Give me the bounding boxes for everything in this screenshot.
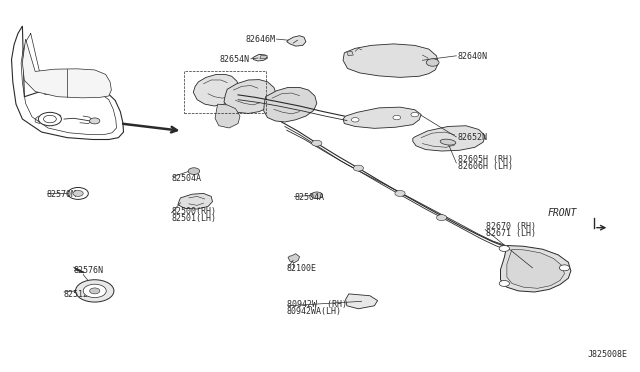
Polygon shape: [178, 193, 212, 209]
Circle shape: [499, 280, 509, 286]
Text: 82605H (RH): 82605H (RH): [458, 155, 513, 164]
Polygon shape: [288, 254, 300, 263]
Polygon shape: [343, 107, 421, 128]
Text: 82512A: 82512A: [64, 290, 94, 299]
Polygon shape: [287, 36, 306, 46]
Polygon shape: [500, 246, 571, 292]
Circle shape: [426, 59, 439, 66]
Polygon shape: [215, 104, 240, 128]
Circle shape: [559, 265, 570, 271]
Circle shape: [436, 215, 447, 221]
Text: 82500(RH): 82500(RH): [172, 207, 216, 216]
Circle shape: [395, 190, 405, 196]
Polygon shape: [22, 39, 111, 98]
Text: 82504A: 82504A: [172, 174, 202, 183]
Text: 80942W  (RH): 80942W (RH): [287, 300, 347, 309]
Circle shape: [411, 112, 419, 117]
Text: 82654N: 82654N: [220, 55, 250, 64]
Text: 82100E: 82100E: [287, 264, 317, 273]
Text: 82670 (RH): 82670 (RH): [486, 222, 536, 231]
Text: 80942WA(LH): 80942WA(LH): [287, 307, 342, 316]
Polygon shape: [12, 26, 124, 140]
Polygon shape: [507, 249, 564, 288]
Circle shape: [393, 115, 401, 120]
Circle shape: [90, 118, 100, 124]
Polygon shape: [193, 74, 240, 106]
Text: 82576N: 82576N: [74, 266, 104, 275]
Text: J825008E: J825008E: [588, 350, 627, 359]
Circle shape: [68, 187, 88, 199]
Polygon shape: [253, 54, 268, 61]
Text: 82640N: 82640N: [458, 52, 488, 61]
Polygon shape: [346, 294, 378, 309]
Text: 82652N: 82652N: [458, 133, 488, 142]
Circle shape: [353, 165, 364, 171]
Text: 82671 (LH): 82671 (LH): [486, 229, 536, 238]
Polygon shape: [343, 44, 438, 77]
Ellipse shape: [440, 139, 456, 145]
Text: 82646M: 82646M: [245, 35, 275, 44]
Text: 82606H (LH): 82606H (LH): [458, 162, 513, 171]
Polygon shape: [347, 51, 353, 56]
Circle shape: [73, 190, 83, 196]
Polygon shape: [264, 87, 317, 122]
Circle shape: [76, 280, 114, 302]
Circle shape: [499, 246, 509, 251]
Polygon shape: [413, 126, 485, 151]
Circle shape: [188, 168, 200, 174]
Polygon shape: [260, 55, 268, 59]
Text: 82501(LH): 82501(LH): [172, 214, 216, 223]
Circle shape: [312, 140, 322, 146]
Text: 82504A: 82504A: [294, 193, 324, 202]
Circle shape: [83, 284, 106, 298]
Circle shape: [90, 288, 100, 294]
Polygon shape: [224, 80, 276, 113]
Circle shape: [311, 192, 323, 199]
Text: 82570M: 82570M: [46, 190, 76, 199]
Circle shape: [38, 112, 61, 126]
Circle shape: [351, 118, 359, 122]
Text: FRONT: FRONT: [547, 208, 577, 218]
